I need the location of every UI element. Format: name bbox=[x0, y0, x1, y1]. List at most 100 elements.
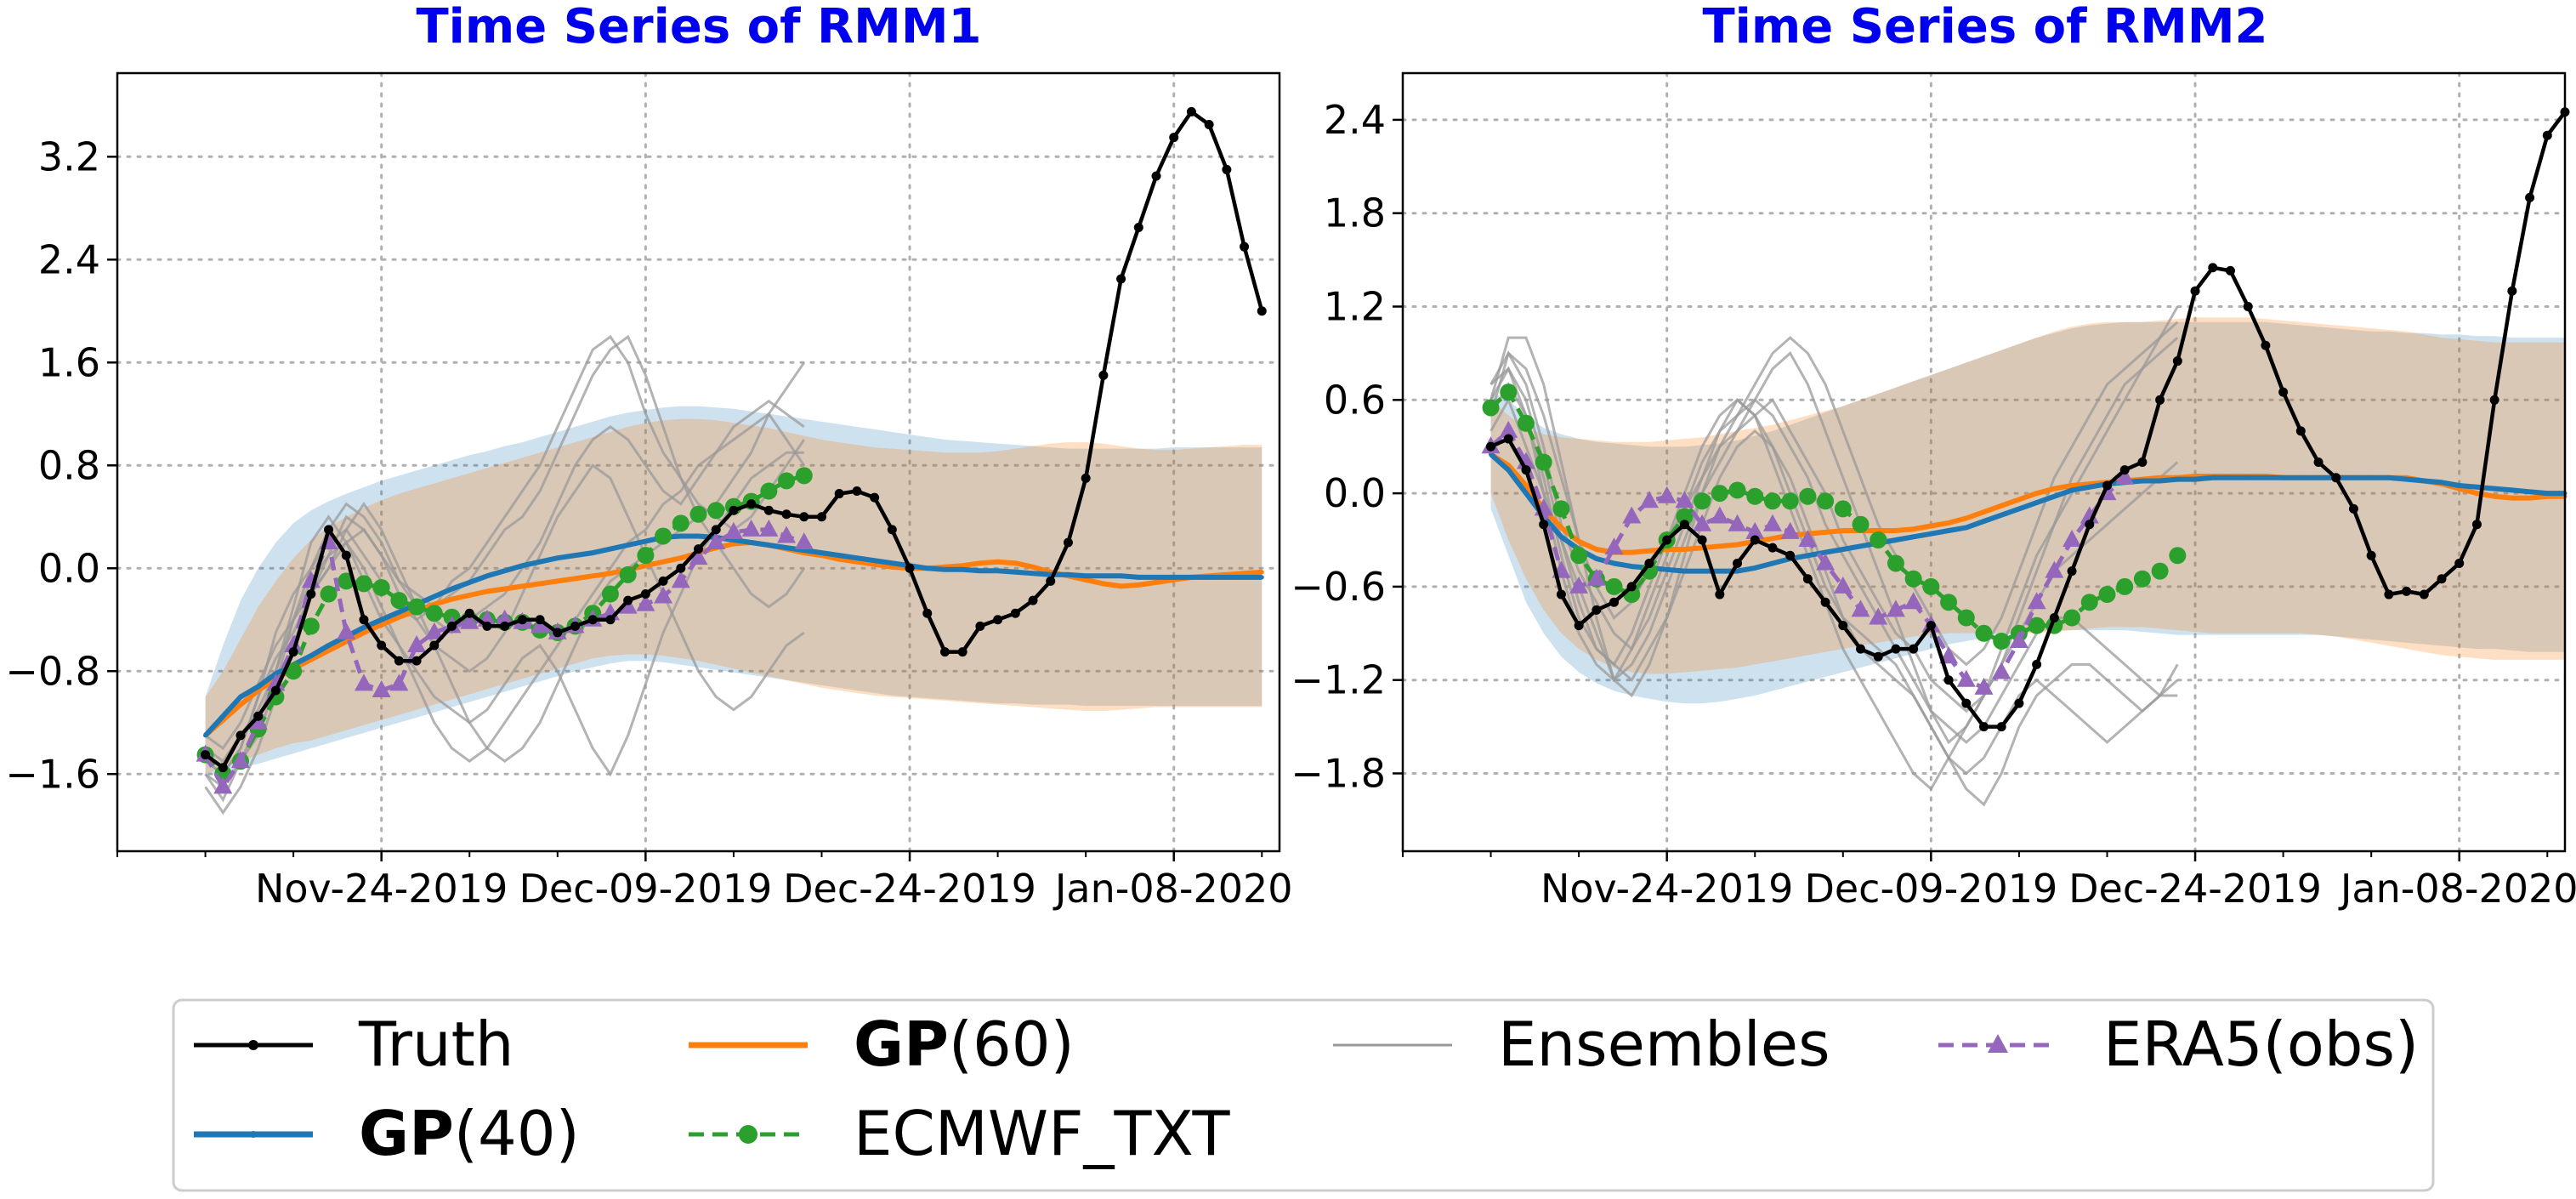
point-truth bbox=[640, 589, 650, 600]
point-gp-60- bbox=[1928, 524, 1933, 529]
point-gp-60- bbox=[1770, 536, 1775, 541]
point-truth bbox=[975, 621, 985, 631]
point-era5 bbox=[407, 635, 427, 653]
point-truth bbox=[1592, 605, 1602, 615]
point-era5 bbox=[1569, 576, 1589, 594]
point-gp-40- bbox=[432, 594, 437, 600]
point-truth bbox=[201, 750, 211, 760]
point-truth bbox=[306, 589, 316, 600]
point-gp-60- bbox=[1647, 548, 1652, 554]
point-gp-60- bbox=[1982, 509, 1986, 514]
point-era5 bbox=[794, 532, 814, 550]
point-era5 bbox=[1956, 669, 1976, 687]
point-truth bbox=[1010, 608, 1020, 618]
point-truth bbox=[1063, 537, 1073, 548]
point-ecmwf bbox=[1852, 515, 1870, 533]
y-tick-label: 2.4 bbox=[38, 236, 100, 282]
point-truth bbox=[2471, 520, 2482, 530]
point-gp-60- bbox=[1682, 547, 1687, 552]
point-truth bbox=[2278, 387, 2289, 397]
point-gp-60- bbox=[837, 557, 842, 562]
point-truth bbox=[1891, 644, 1901, 654]
point-ecmwf bbox=[795, 467, 813, 485]
point-gp-40- bbox=[2316, 475, 2321, 480]
point-truth bbox=[2261, 340, 2271, 350]
point-gp-40- bbox=[256, 684, 261, 689]
point-gp-40- bbox=[467, 580, 472, 585]
y-tick-label: 0.6 bbox=[1324, 377, 1386, 423]
point-truth bbox=[2542, 130, 2552, 140]
point-gp-40- bbox=[854, 555, 860, 560]
point-gp-40- bbox=[361, 625, 366, 630]
point-gp-60- bbox=[1523, 483, 1529, 488]
point-truth bbox=[2102, 480, 2112, 491]
point-gp-40- bbox=[608, 547, 613, 552]
point-era5 bbox=[2027, 592, 2046, 610]
point-gp-40- bbox=[396, 610, 401, 615]
point-gp-40- bbox=[2263, 475, 2268, 480]
point-gp-60- bbox=[238, 702, 243, 707]
point-truth bbox=[359, 615, 369, 625]
point-truth bbox=[1733, 558, 1743, 568]
point-era5 bbox=[2115, 467, 2135, 485]
point-gp-40- bbox=[1805, 553, 1810, 558]
point-truth bbox=[2190, 286, 2200, 296]
point-truth bbox=[500, 621, 510, 631]
point-gp-40- bbox=[326, 643, 332, 648]
point-truth bbox=[1169, 133, 1179, 143]
point-gp-40- bbox=[1119, 573, 1124, 578]
point-truth bbox=[905, 563, 915, 573]
point-truth bbox=[1926, 621, 1936, 631]
point-ecmwf bbox=[1694, 492, 1711, 510]
legend-label-ensembles: Ensembles bbox=[1498, 1009, 1830, 1080]
point-ecmwf bbox=[408, 598, 426, 616]
y-tick-label: 1.2 bbox=[1324, 284, 1386, 330]
legend-label-truth: Truth bbox=[358, 1009, 514, 1080]
point-gp-60- bbox=[1594, 547, 1599, 552]
point-gp-60- bbox=[2492, 494, 2497, 499]
point-gp-40- bbox=[925, 565, 930, 571]
point-truth bbox=[2208, 263, 2218, 273]
point-era5 bbox=[1798, 530, 1818, 547]
point-ecmwf bbox=[1570, 547, 1588, 565]
point-truth bbox=[2525, 192, 2535, 202]
point-truth bbox=[870, 492, 880, 503]
point-gp-40- bbox=[1699, 569, 1705, 574]
point-gp-40- bbox=[2158, 478, 2163, 483]
point-gp-40- bbox=[2193, 477, 2198, 482]
point-gp-40- bbox=[1136, 575, 1141, 580]
point-truth bbox=[411, 656, 422, 666]
point-gp-60- bbox=[1083, 577, 1088, 582]
point-era5 bbox=[230, 751, 250, 769]
point-gp-40- bbox=[1752, 565, 1757, 571]
point-truth bbox=[1574, 621, 1584, 631]
point-gp-40- bbox=[1189, 575, 1194, 580]
point-truth bbox=[1556, 589, 1566, 600]
point-ecmwf bbox=[2028, 617, 2045, 634]
point-truth bbox=[2348, 503, 2358, 514]
point-truth bbox=[1539, 520, 1549, 530]
point-gp-60- bbox=[1999, 503, 2004, 509]
point-gp-40- bbox=[309, 653, 314, 658]
point-gp-60- bbox=[996, 560, 1001, 565]
point-truth bbox=[2119, 465, 2130, 475]
point-ecmwf bbox=[707, 502, 725, 520]
ensemble-member-line bbox=[1489, 305, 2179, 745]
legend-label-ecmwf: ECMWF_TXT bbox=[854, 1098, 1231, 1169]
point-ecmwf bbox=[1500, 384, 1518, 401]
point-truth bbox=[1521, 465, 1531, 475]
point-gp-40- bbox=[678, 533, 684, 538]
point-gp-60- bbox=[1259, 570, 1264, 575]
point-ecmwf bbox=[601, 585, 619, 603]
x-tick-label: Nov-24-2019 bbox=[1540, 866, 1793, 912]
point-gp-40- bbox=[837, 553, 842, 558]
point-truth bbox=[993, 615, 1003, 625]
y-tick-label: 3.2 bbox=[38, 134, 100, 179]
point-gp-40- bbox=[450, 586, 455, 591]
point-gp-60- bbox=[1119, 583, 1124, 588]
x-tick-label: Dec-09-2019 bbox=[519, 866, 772, 912]
point-era5 bbox=[1762, 514, 1782, 531]
x-tick-label: Dec-24-2019 bbox=[2068, 866, 2322, 912]
point-gp-40- bbox=[2545, 491, 2550, 496]
